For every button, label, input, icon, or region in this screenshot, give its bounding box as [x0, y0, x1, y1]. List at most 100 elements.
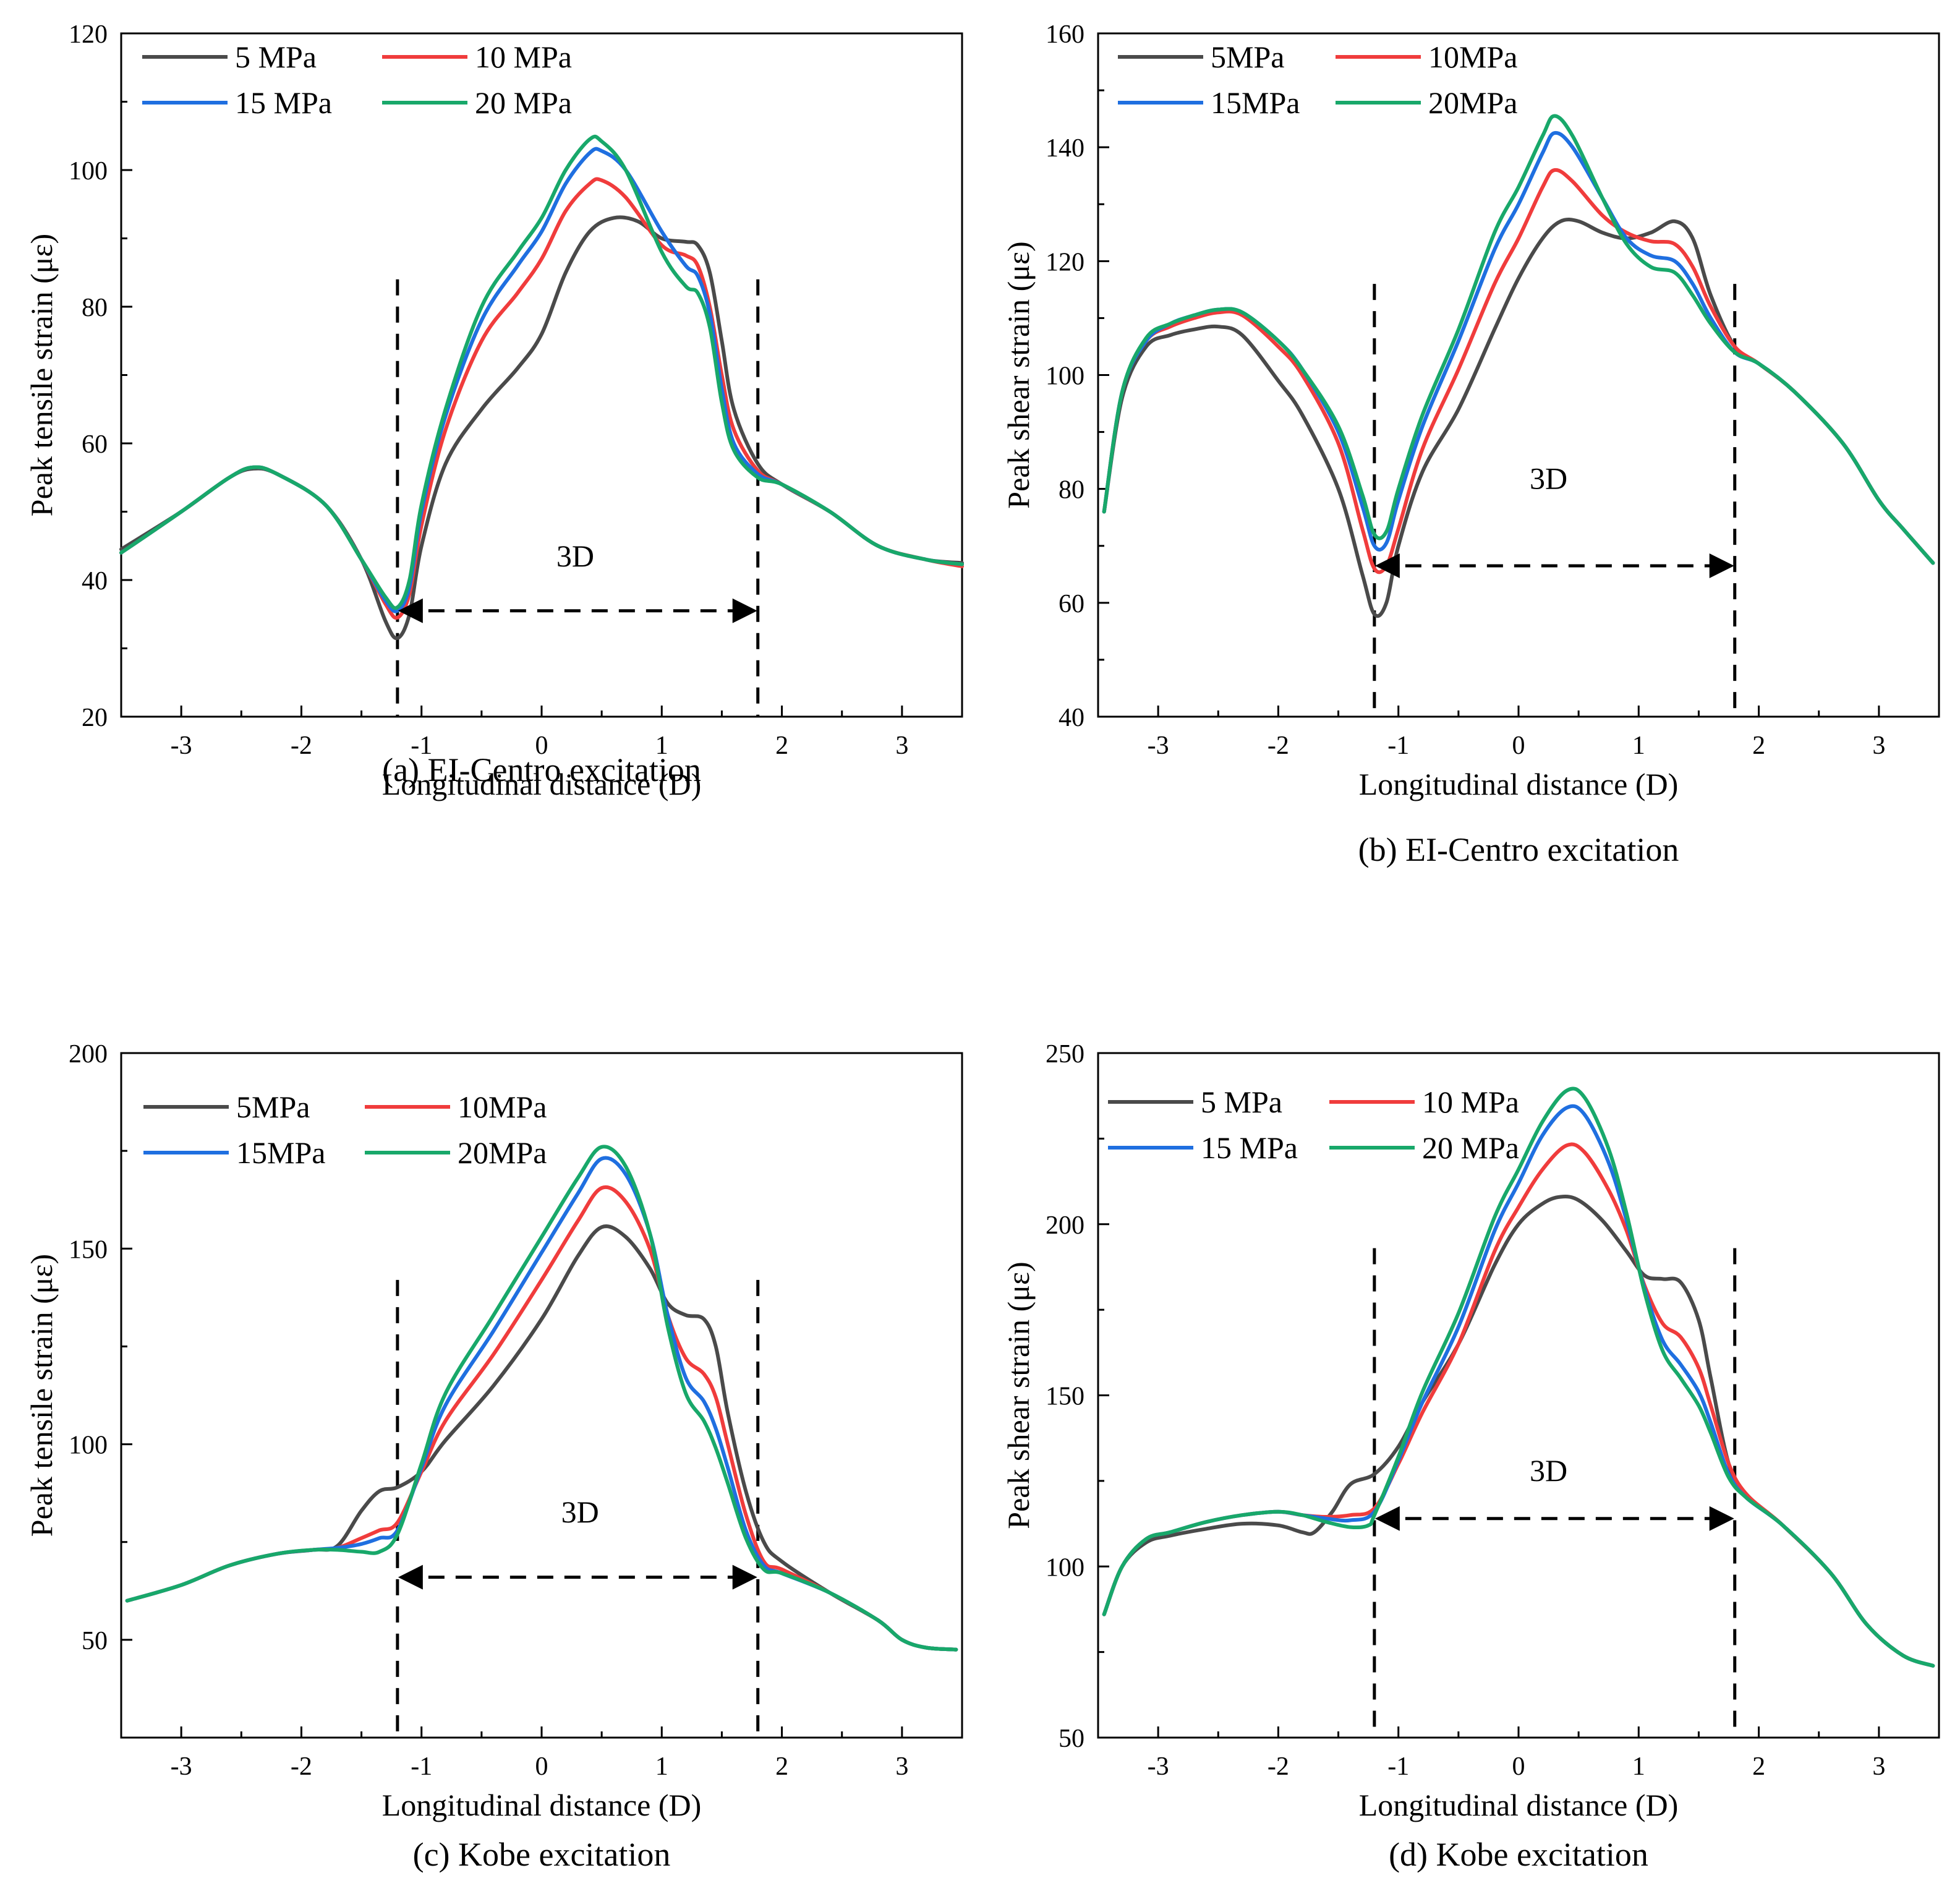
y-tick-label: 200: [69, 1040, 108, 1069]
x-tick-label: -1: [1387, 732, 1409, 760]
legend-label: 15MPa: [236, 1135, 325, 1170]
chart-caption: (c) Kobe excitation: [413, 1836, 671, 1873]
y-tick-label: 140: [1046, 134, 1084, 163]
legend-label: 10 MPa: [475, 40, 572, 74]
legend-label: 20 MPa: [1422, 1130, 1519, 1165]
series-line: [1102, 1104, 1935, 1668]
x-axis-label: Longitudinal distance (D): [382, 767, 702, 801]
chart-panel-1: -3 -2 -1 0 1 2 3 20 40 60 80 100 120 Longitudinal dis…: [24, 20, 964, 801]
y-axis-label: Peak shear strain (με): [1001, 1261, 1036, 1529]
chart-panel-3: -3 -2 -1 0 1 2 3 50 100 150 200 Longitudinal distan…: [24, 1040, 963, 1873]
y-tick-label: 120: [69, 20, 108, 49]
legend: 5MPa 10MPa 15MPa 20MPa: [1118, 40, 1517, 120]
series-line: [1102, 130, 1935, 565]
x-tick-label: 3: [1872, 732, 1885, 760]
series-line: [1102, 218, 1935, 618]
y-tick-label: 100: [1046, 1553, 1084, 1582]
chart-panel-2: -3 -2 -1 0 1 2 3 40 60 80 100 120 140 160 Longitudinal…: [1001, 20, 1940, 868]
series-line: [1102, 1195, 1935, 1668]
x-tick-label: -2: [291, 732, 312, 760]
y-tick-label: 80: [1059, 476, 1084, 505]
chart-caption: (d) Kobe excitation: [1389, 1836, 1648, 1873]
legend-label: 15 MPa: [235, 85, 332, 120]
legend-label: 10MPa: [458, 1090, 547, 1124]
y-tick-label: 150: [69, 1235, 108, 1264]
x-tick-label: -1: [411, 1752, 432, 1781]
x-tick-label: 0: [1512, 1752, 1525, 1781]
plot-frame: [120, 32, 963, 718]
series-line: [1102, 114, 1935, 565]
x-tick-label: 2: [1752, 1752, 1765, 1781]
x-axis-label: Longitudinal distance (D): [1359, 1788, 1679, 1822]
y-tick-label: 100: [1046, 362, 1084, 391]
legend-label: 5 MPa: [1201, 1085, 1282, 1119]
chart-panel-4: -3 -2 -1 0 1 2 3 50 100 150 200 250 Longitudinal dis…: [1001, 1040, 1940, 1873]
y-tick-label: 150: [1046, 1383, 1084, 1411]
y-tick-label: 60: [1059, 590, 1084, 618]
y-tick-label: 250: [1046, 1040, 1084, 1069]
x-tick-label: -2: [291, 1752, 312, 1781]
y-tick-label: 100: [69, 1432, 108, 1460]
x-tick-label: 2: [775, 732, 788, 760]
legend-label: 10 MPa: [1422, 1085, 1519, 1119]
x-tick-label: 0: [1512, 732, 1525, 760]
legend-label: 5MPa: [236, 1090, 310, 1124]
span-annotation-label: 3D: [1530, 461, 1567, 496]
y-tick-label: 60: [82, 430, 108, 459]
x-tick-label: 3: [895, 1752, 908, 1781]
x-axis-label: Longitudinal distance (D): [382, 1788, 702, 1822]
series-line: [1102, 168, 1935, 574]
x-tick-label: -3: [171, 732, 192, 760]
y-tick-label: 50: [1059, 1725, 1084, 1753]
x-tick-label: -3: [171, 1752, 192, 1781]
y-tick-label: 160: [1046, 20, 1084, 49]
x-tick-label: -2: [1268, 1752, 1289, 1781]
x-tick-label: 1: [1632, 732, 1645, 760]
x-tick-label: 1: [655, 1752, 668, 1781]
legend: 5MPa 10MPa 15MPa 20MPa: [143, 1090, 547, 1170]
plot-frame: [1097, 32, 1940, 718]
y-axis-label: Peak tensile strain (με): [24, 1254, 59, 1537]
chart-caption: (b) EI-Centro excitation: [1358, 831, 1679, 868]
x-tick-label: 2: [775, 1752, 788, 1781]
y-tick-label: 100: [69, 157, 108, 186]
x-tick-label: 0: [535, 732, 548, 760]
series-line: [119, 134, 964, 610]
x-tick-label: -3: [1148, 1752, 1169, 1781]
y-axis-label: Peak shear strain (με): [1001, 241, 1036, 508]
y-tick-label: 40: [82, 567, 108, 595]
series-line: [125, 1185, 958, 1652]
x-tick-label: -2: [1268, 732, 1289, 760]
x-tick-label: 1: [655, 732, 668, 760]
y-tick-label: 120: [1046, 248, 1084, 276]
legend: 5 MPa 10 MPa 15 MPa 20 MPa: [1108, 1085, 1519, 1165]
legend-label: 10MPa: [1428, 40, 1517, 74]
chart-caption: (a) EI-Centro excitation: [382, 751, 701, 788]
series-line: [125, 1224, 958, 1652]
y-tick-label: 50: [82, 1627, 108, 1655]
x-tick-label: 0: [535, 1752, 548, 1781]
x-tick-label: 3: [895, 732, 908, 760]
legend: 5 MPa 10 MPa 15 MPa 20 MPa: [142, 40, 572, 120]
y-axis-label: Peak tensile strain (με): [24, 234, 59, 516]
x-axis-label: Longitudinal distance (D): [1359, 767, 1679, 801]
series-line: [1102, 1086, 1935, 1668]
x-tick-label: -1: [1387, 1752, 1409, 1781]
y-tick-label: 80: [82, 294, 108, 322]
span-annotation-label: 3D: [556, 539, 594, 573]
y-tick-label: 200: [1046, 1211, 1084, 1240]
x-tick-label: 3: [1872, 1752, 1885, 1781]
legend-label: 5MPa: [1211, 40, 1284, 74]
x-tick-label: -3: [1148, 732, 1169, 760]
legend-label: 5 MPa: [235, 40, 317, 74]
x-tick-label: 1: [1632, 1752, 1645, 1781]
legend-label: 20 MPa: [475, 85, 572, 120]
legend-label: 20MPa: [1428, 85, 1517, 120]
series-line: [125, 1145, 958, 1652]
y-tick-label: 40: [1059, 704, 1084, 732]
legend-label: 15MPa: [1211, 85, 1300, 120]
x-tick-label: -1: [411, 732, 432, 760]
span-annotation-label: 3D: [561, 1495, 599, 1529]
legend-label: 15 MPa: [1201, 1130, 1298, 1165]
